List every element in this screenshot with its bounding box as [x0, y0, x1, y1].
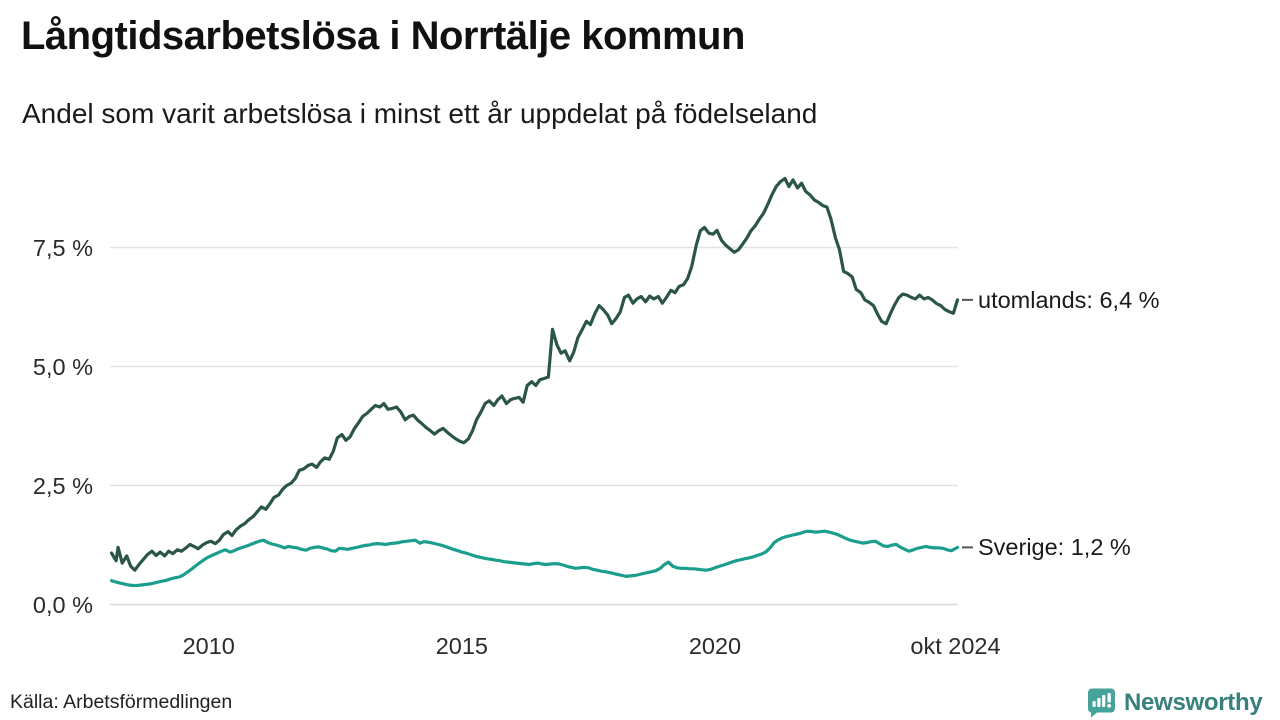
utomlands-end-label: utomlands: 6,4 %	[978, 286, 1160, 313]
page-title: Långtidsarbetslösa i Norrtälje kommun	[21, 14, 745, 58]
y-axis-tick-label: 0,0 %	[32, 591, 93, 618]
source-note: Källa: Arbetsförmedlingen	[10, 691, 233, 713]
x-axis-tick-label: 2020	[688, 633, 742, 659]
y-axis-tick-label: 5,0 %	[32, 353, 93, 380]
utomlands-line	[109, 176, 960, 572]
sverige-line	[109, 529, 960, 588]
y-axis-tick-label: 2,5 %	[32, 472, 93, 499]
newsworthy-logo-text: Newsworthy	[1124, 688, 1263, 716]
x-axis-tick-label: okt 2024	[910, 633, 1001, 659]
newsworthy-logo: Newsworthy	[1086, 687, 1263, 718]
y-axis-tick-label: 7,5 %	[32, 234, 93, 261]
x-axis-tick-label: 2010	[182, 633, 235, 659]
sverige-end-label: Sverige: 1,2 %	[978, 534, 1131, 561]
newsworthy-logo-icon	[1087, 688, 1115, 718]
x-axis-tick-label: 2015	[435, 633, 488, 659]
page-subtitle: Andel som varit arbetslösa i minst ett å…	[22, 98, 818, 129]
